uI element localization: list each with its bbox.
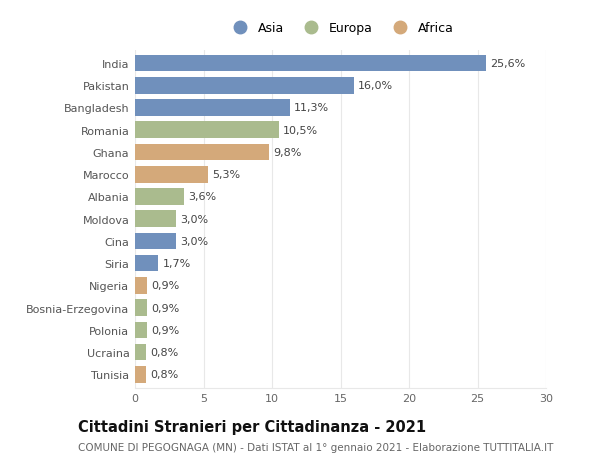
- Legend: Asia, Europa, Africa: Asia, Europa, Africa: [225, 20, 456, 38]
- Text: 16,0%: 16,0%: [358, 81, 394, 91]
- Bar: [135, 322, 148, 338]
- Bar: [135, 366, 146, 383]
- Text: 0,9%: 0,9%: [151, 303, 179, 313]
- Text: 0,9%: 0,9%: [151, 281, 179, 291]
- Bar: [135, 300, 148, 316]
- Text: 3,0%: 3,0%: [180, 214, 208, 224]
- Text: COMUNE DI PEGOGNAGA (MN) - Dati ISTAT al 1° gennaio 2021 - Elaborazione TUTTITAL: COMUNE DI PEGOGNAGA (MN) - Dati ISTAT al…: [78, 442, 553, 452]
- Bar: [135, 167, 208, 183]
- Text: Cittadini Stranieri per Cittadinanza - 2021: Cittadini Stranieri per Cittadinanza - 2…: [78, 419, 426, 434]
- Text: 25,6%: 25,6%: [490, 59, 525, 69]
- Bar: [135, 344, 146, 361]
- Text: 3,6%: 3,6%: [188, 192, 217, 202]
- Text: 0,9%: 0,9%: [151, 325, 179, 335]
- Bar: [135, 56, 486, 72]
- Text: 11,3%: 11,3%: [294, 103, 329, 113]
- Bar: [135, 78, 354, 95]
- Bar: [135, 122, 279, 139]
- Bar: [135, 277, 148, 294]
- Bar: [135, 100, 290, 117]
- Text: 0,8%: 0,8%: [150, 369, 178, 380]
- Text: 1,7%: 1,7%: [163, 258, 191, 269]
- Text: 5,3%: 5,3%: [212, 170, 240, 180]
- Bar: [135, 255, 158, 272]
- Text: 3,0%: 3,0%: [180, 236, 208, 246]
- Bar: [135, 144, 269, 161]
- Text: 0,8%: 0,8%: [150, 347, 178, 358]
- Bar: [135, 211, 176, 228]
- Text: 10,5%: 10,5%: [283, 125, 318, 135]
- Bar: [135, 233, 176, 250]
- Bar: [135, 189, 184, 205]
- Text: 9,8%: 9,8%: [274, 148, 302, 157]
